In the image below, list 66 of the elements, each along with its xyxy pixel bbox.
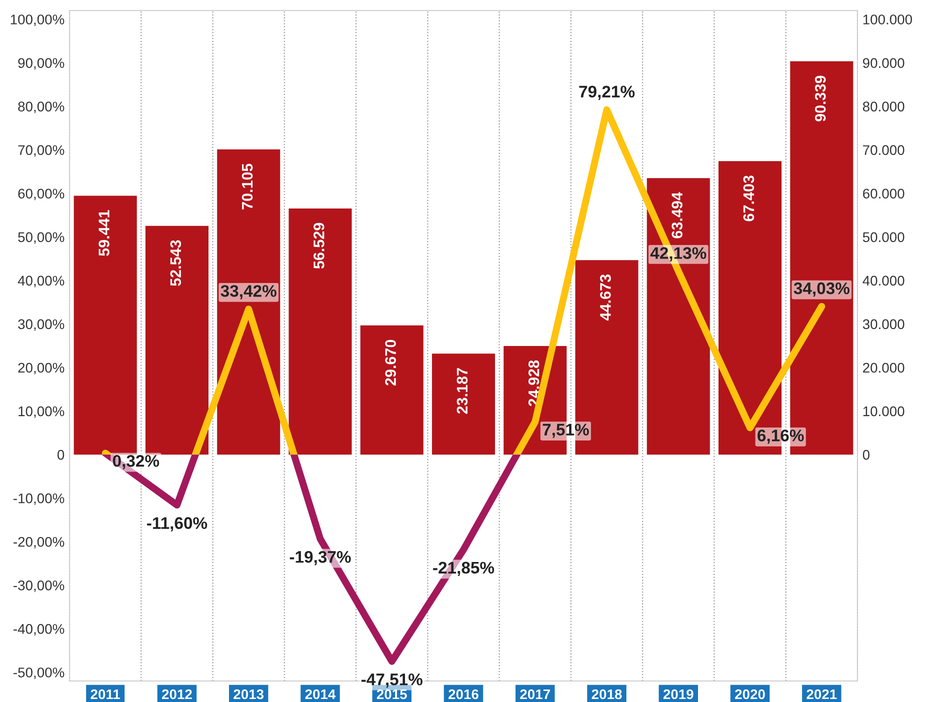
bar xyxy=(288,208,352,455)
x-tick-label: 2019 xyxy=(663,689,694,700)
y-tick-label: 10,00% xyxy=(18,406,64,418)
bar xyxy=(432,354,496,455)
data-label: -21,85% xyxy=(433,562,494,576)
y-tick-label: -40,00% xyxy=(14,624,64,636)
data-label: 0,32% xyxy=(112,455,160,470)
y2-tick-label: 50.000 xyxy=(862,232,904,242)
data-label: 29.670 xyxy=(385,340,396,386)
y-tick-label: 0 xyxy=(57,450,64,460)
bar xyxy=(360,325,424,455)
data-label: 67.403 xyxy=(743,176,754,222)
data-label: 42,13% xyxy=(650,247,706,262)
y-tick-label: 50,00% xyxy=(18,232,64,244)
x-tick-label: 2011 xyxy=(90,689,120,700)
x-tick-label: 2018 xyxy=(592,689,622,700)
y-tick-label: 100,00% xyxy=(10,14,64,26)
data-label: 34,03% xyxy=(794,282,850,297)
data-label: 6,16% xyxy=(758,430,804,444)
data-label: 63.494 xyxy=(672,192,683,238)
x-tick-label: 2014 xyxy=(305,689,336,700)
bar xyxy=(646,178,710,455)
y-tick-label: 20,00% xyxy=(18,362,64,374)
data-label: -47,51% xyxy=(361,674,422,688)
y2-tick-label: 90.000 xyxy=(862,58,904,68)
x-tick-label: 2012 xyxy=(162,689,192,700)
data-label: 44.673 xyxy=(600,274,611,320)
x-tick-label: 2013 xyxy=(234,689,264,700)
y2-tick-label: 40.000 xyxy=(862,276,904,286)
y2-tick-label: 30.000 xyxy=(862,319,904,330)
y-tick-label: -20,00% xyxy=(14,536,64,548)
data-label: 33,42% xyxy=(220,285,276,300)
y2-tick-label: 10.000 xyxy=(863,406,904,416)
y-tick-label: 90,00% xyxy=(18,58,64,70)
data-label: 59.441 xyxy=(98,210,110,256)
x-tick-label: 2021 xyxy=(806,689,837,700)
x-tick-label: 2016 xyxy=(448,689,478,700)
data-label: 56.529 xyxy=(314,222,324,269)
data-label: -11,60% xyxy=(147,517,208,532)
y-tick-label: 40,00% xyxy=(18,276,64,288)
x-tick-label: 2017 xyxy=(520,689,550,700)
y2-tick-label: 70.000 xyxy=(863,145,904,156)
data-label: 79,21% xyxy=(579,86,635,100)
y-tick-label: -10,00% xyxy=(14,493,64,505)
data-label: 7,51% xyxy=(542,424,589,438)
y2-tick-label: 60.000 xyxy=(863,188,904,199)
data-label: 90.339 xyxy=(814,76,826,122)
y2-tick-label: 80.000 xyxy=(862,102,904,112)
data-label: 52.543 xyxy=(170,240,182,286)
y-tick-label: -50,00% xyxy=(14,668,64,680)
bar xyxy=(74,196,137,455)
x-tick-label: 2020 xyxy=(735,689,765,700)
y-tick-label: 70,00% xyxy=(18,145,64,157)
data-label: 70.105 xyxy=(242,164,253,210)
bar xyxy=(217,149,280,455)
y2-tick-label: 20.000 xyxy=(863,362,904,373)
data-label: -19,37% xyxy=(290,551,351,566)
y2-tick-label: 0 xyxy=(862,450,870,460)
y-tick-label: -30,00% xyxy=(14,580,64,592)
bar xyxy=(145,226,208,455)
y-tick-label: 60,00% xyxy=(18,188,64,200)
y-tick-label: 30,00% xyxy=(18,319,64,331)
data-label: 23.187 xyxy=(456,368,468,414)
x-tick-label: 2015 xyxy=(376,689,407,700)
y2-tick-label: 100.000 xyxy=(863,14,912,24)
y-tick-label: 80,00% xyxy=(18,102,64,114)
